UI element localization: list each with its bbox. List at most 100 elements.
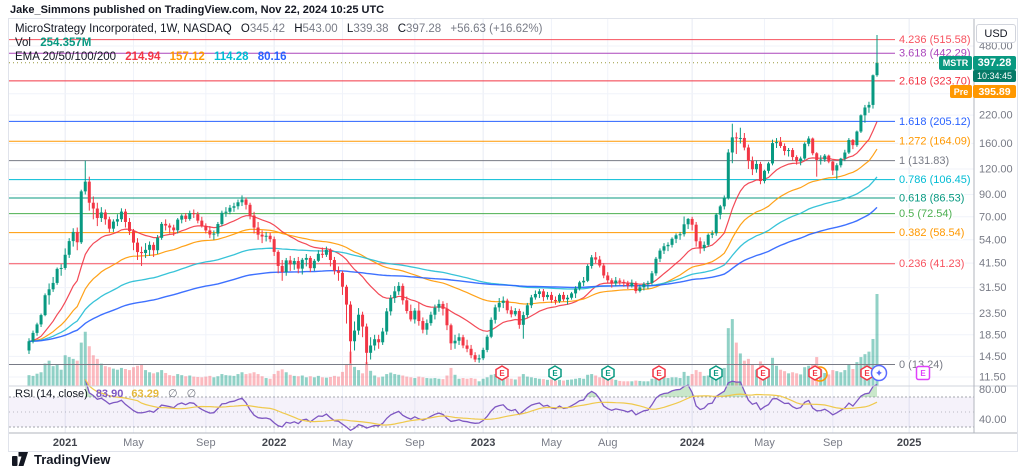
time-tick-label[interactable]: Sep <box>823 437 843 449</box>
earnings-marker-up[interactable]: E <box>601 365 615 381</box>
rsi-title[interactable]: RSI (14, close) <box>15 388 88 400</box>
earnings-marker-up[interactable]: E <box>548 365 562 381</box>
earnings-marker-up[interactable]: E <box>709 365 723 381</box>
volume-bar <box>441 379 445 386</box>
volume-bar <box>453 374 457 386</box>
symbol-price-tag[interactable]: MSTR <box>939 56 972 70</box>
volume-bar <box>730 319 734 386</box>
candle-body <box>127 221 131 232</box>
axis-labels-layer: 480.00280.00220.00160.00120.0090.0070.00… <box>9 19 1017 449</box>
candle-body <box>87 181 91 203</box>
future-earnings-marker[interactable]: E <box>915 365 931 381</box>
fib-retracement-lines[interactable]: 4.236 (515.58)3.618 (442.29)2.618 (323.7… <box>9 33 972 372</box>
time-tick-label[interactable]: 2024 <box>680 437 705 449</box>
candle-body <box>750 160 754 170</box>
volume-bar <box>662 376 666 386</box>
volume-bar <box>650 378 654 386</box>
volume-bar <box>505 378 509 386</box>
candle-body <box>811 138 815 154</box>
price-tick-label[interactable]: 41.50 <box>979 258 1007 270</box>
candle-body <box>642 283 646 288</box>
volume-label[interactable]: Vol <box>15 37 31 49</box>
time-tick-label[interactable]: May <box>332 437 353 449</box>
volume-bar <box>493 374 497 386</box>
tradingview-logo[interactable]: TradingView <box>12 452 110 467</box>
volume-bar <box>690 374 694 386</box>
time-tick-label[interactable]: Sep <box>405 437 425 449</box>
volume-bar <box>136 365 140 386</box>
price-tick-label[interactable]: 18.50 <box>979 329 1007 341</box>
price-tick-label[interactable]: 480.00 <box>979 40 1013 52</box>
volume-bar <box>783 371 787 386</box>
earnings-marker-down[interactable]: E <box>808 365 828 382</box>
time-tick-label[interactable]: May <box>754 437 775 449</box>
price-tick-label[interactable]: 160.00 <box>979 138 1013 150</box>
time-tick-label[interactable]: 2022 <box>262 437 286 449</box>
volume-bar <box>738 353 742 386</box>
candle-body <box>35 324 39 333</box>
volume-bar <box>188 375 192 386</box>
time-tick-label[interactable]: 2023 <box>471 437 495 449</box>
candle-body <box>27 341 31 351</box>
volume-bar <box>578 378 582 386</box>
currency-toggle[interactable]: USD <box>976 24 1016 43</box>
price-tick-label[interactable]: 14.50 <box>979 351 1007 363</box>
candle-body <box>485 336 489 350</box>
candle-body <box>646 282 650 284</box>
symbol-title[interactable]: MicroStrategy Incorporated, 1W, NASDAQ <box>15 23 232 35</box>
rsi-tick-label[interactable]: 40.00 <box>979 414 1007 426</box>
rsi-tick-label[interactable]: 80.00 <box>979 384 1007 396</box>
time-tick-label[interactable]: May <box>541 437 562 449</box>
svg-text:E: E <box>812 369 818 378</box>
volume-bar <box>698 371 702 386</box>
rsi-legend: RSI (14, close) 83.90 63.29 ∅ ∅ <box>15 387 196 400</box>
price-tick-label[interactable]: 70.00 <box>979 211 1007 223</box>
volume-bar <box>553 380 557 386</box>
earnings-marker-down[interactable]: E <box>756 365 770 381</box>
candle-body <box>626 283 630 286</box>
last-price-badge[interactable]: 397.28 <box>973 56 1016 70</box>
time-tick-label[interactable]: May <box>123 437 144 449</box>
candle-body <box>570 293 574 298</box>
add-alert-plus-icon[interactable]: ✦ <box>870 364 888 382</box>
earnings-marker-down[interactable]: E <box>495 365 509 381</box>
time-tick-label[interactable]: 2021 <box>53 437 77 449</box>
time-tick-label[interactable]: Sep <box>196 437 216 449</box>
price-tick-label[interactable]: 220.00 <box>979 110 1013 122</box>
earnings-markers-layer[interactable]: E E E E E E E E ✦ E <box>495 364 931 382</box>
volume-bar <box>204 376 208 386</box>
volume-bar <box>787 373 791 386</box>
candle-body <box>863 107 867 116</box>
volume-legend-row: Vol 254.357M <box>15 36 543 50</box>
candles-layer <box>9 35 974 365</box>
volume-bar <box>501 377 505 386</box>
volume-bar <box>292 375 296 386</box>
candle-body <box>630 282 634 286</box>
ema200-line <box>28 206 878 342</box>
volume-bar <box>843 370 847 386</box>
volume-bar <box>67 357 71 386</box>
volume-bar <box>236 374 240 386</box>
earnings-marker-down[interactable]: E <box>652 365 666 381</box>
ema-label[interactable]: EMA 20/50/100/200 <box>15 51 117 63</box>
time-tick-label[interactable]: 2025 <box>897 437 921 449</box>
price-tick-label[interactable]: 23.50 <box>979 308 1007 320</box>
candle-body <box>461 337 465 346</box>
svg-text:E: E <box>920 369 926 378</box>
chart-canvas[interactable]: 4.236 (515.58)3.618 (442.29)2.618 (323.7… <box>9 19 1017 451</box>
candle-body <box>746 147 750 161</box>
price-tick-label[interactable]: 11.50 <box>979 371 1006 383</box>
volume-bar <box>268 378 272 386</box>
price-tick-label[interactable]: 31.50 <box>979 282 1007 294</box>
price-tick-label[interactable]: 54.00 <box>979 234 1007 246</box>
volume-bar <box>642 381 646 386</box>
price-tick-label[interactable]: 120.00 <box>979 163 1013 175</box>
time-tick-label[interactable]: Aug <box>598 437 618 449</box>
svg-text:E: E <box>605 369 611 378</box>
volume-bar <box>328 376 332 386</box>
candle-body <box>244 199 248 205</box>
candle-body <box>867 104 871 108</box>
price-tick-label[interactable]: 90.00 <box>979 189 1007 201</box>
candle-body <box>31 332 35 342</box>
